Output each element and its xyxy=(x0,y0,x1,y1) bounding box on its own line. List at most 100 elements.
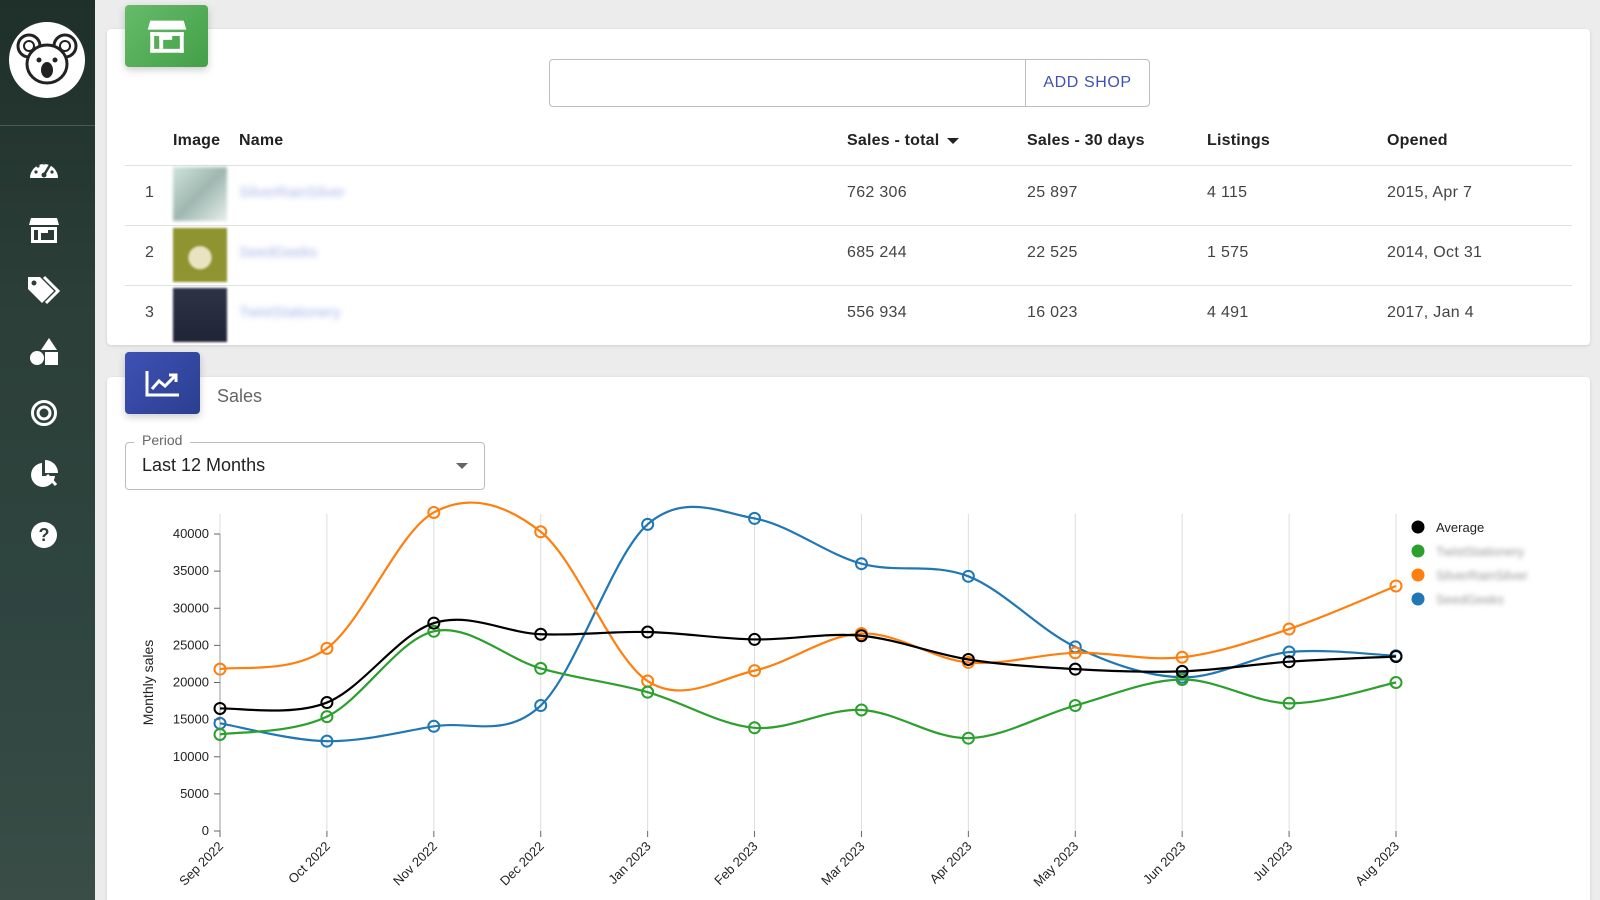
y-tick-label: 25000 xyxy=(173,637,209,652)
data-point-average xyxy=(1175,664,1189,678)
data-point-seedgeeks xyxy=(748,511,762,525)
row-rank: 3 xyxy=(145,304,155,321)
series-line-seedgeeks xyxy=(219,505,1397,743)
column-header-opened[interactable]: Opened xyxy=(1387,132,1448,149)
data-point-twiststationery xyxy=(854,703,868,717)
data-point-average xyxy=(641,625,655,639)
series-line-twiststationery xyxy=(219,629,1397,740)
x-tick-label: Jan 2023 xyxy=(605,839,653,887)
y-tick-label: 30000 xyxy=(173,600,209,615)
sales-card xyxy=(107,377,1590,900)
column-header-sales-30-days[interactable]: Sales - 30 days xyxy=(1027,132,1145,149)
shop-search-input[interactable] xyxy=(549,59,1025,107)
koala-logo-icon[interactable] xyxy=(9,22,85,98)
data-point-average xyxy=(427,616,441,630)
target-icon xyxy=(31,400,57,426)
y-tick-label: 35000 xyxy=(173,563,209,578)
column-header-name[interactable]: Name xyxy=(239,132,284,149)
x-tick-label: May 2023 xyxy=(1030,839,1081,890)
data-point-twiststationery xyxy=(1282,696,1296,710)
sales-card-title: Sales xyxy=(217,386,263,406)
legend-label: Average xyxy=(1436,520,1484,535)
legend-swatch xyxy=(1411,568,1425,582)
sidebar-item-reports[interactable] xyxy=(24,454,64,494)
sidebar-item-dashboard[interactable] xyxy=(24,149,64,189)
x-tick-label: Nov 2022 xyxy=(390,839,440,889)
data-point-average xyxy=(320,696,334,710)
column-header-listings[interactable]: Listings xyxy=(1207,132,1270,149)
sidebar-item-tracking[interactable] xyxy=(24,393,64,433)
data-point-twiststationery xyxy=(213,727,227,741)
data-point-silverrainsilver xyxy=(427,505,441,519)
y-tick-label: 5000 xyxy=(180,786,209,801)
data-point-seedgeeks xyxy=(534,699,548,713)
sidebar-item-categories[interactable] xyxy=(24,332,64,372)
data-point-silverrainsilver xyxy=(1282,622,1296,636)
legend-swatch xyxy=(1411,592,1425,606)
sales-30-cell: 16 023 xyxy=(1027,304,1078,321)
sidebar-item-shops[interactable] xyxy=(24,210,64,250)
period-select[interactable] xyxy=(125,442,485,490)
data-point-silverrainsilver xyxy=(534,525,548,539)
shop-name-link[interactable]: SilverRainSilver xyxy=(239,184,345,201)
x-tick-label: Feb 2023 xyxy=(711,839,760,888)
data-point-seedgeeks xyxy=(320,734,334,748)
data-point-seedgeeks xyxy=(427,719,441,733)
shapes-icon xyxy=(30,338,58,365)
data-point-average xyxy=(534,627,548,641)
shop-name-link[interactable]: SeedGeeks xyxy=(239,244,318,261)
listings-cell: 4 115 xyxy=(1207,184,1248,201)
y-tick-label: 40000 xyxy=(173,526,209,541)
sales-total-cell: 762 306 xyxy=(847,184,907,201)
data-point-seedgeeks xyxy=(961,569,975,583)
series-line-silverrainsilver xyxy=(219,501,1397,692)
data-point-silverrainsilver xyxy=(1389,579,1403,593)
shop-name-link[interactable]: TwistStationery xyxy=(239,304,341,321)
data-point-twiststationery xyxy=(748,721,762,735)
column-header-sales-total-label: Sales - total xyxy=(847,132,940,149)
data-point-seedgeeks xyxy=(1282,645,1296,659)
data-point-twiststationery xyxy=(1068,699,1082,713)
legend-swatch xyxy=(1411,544,1425,558)
shop-thumbnail xyxy=(173,288,227,342)
store-icon xyxy=(125,5,208,67)
listings-cell: 1 575 xyxy=(1207,244,1249,261)
tags-icon xyxy=(28,275,61,305)
sidebar-item-help[interactable]: ? xyxy=(24,515,64,555)
shop-thumbnail xyxy=(173,167,227,221)
data-point-average xyxy=(854,629,868,643)
sales-30-cell: 25 897 xyxy=(1027,184,1078,201)
legend-label: SilverRainSilver xyxy=(1436,568,1528,583)
data-point-silverrainsilver xyxy=(748,664,762,678)
sales-total-cell: 685 244 xyxy=(847,244,907,261)
table-divider xyxy=(125,225,1572,226)
period-select-value: Last 12 Months xyxy=(142,455,266,475)
opened-cell: 2017, Jan 4 xyxy=(1387,304,1474,321)
data-point-silverrainsilver xyxy=(213,662,227,676)
x-tick-label: Jun 2023 xyxy=(1140,839,1188,887)
add-shop-button[interactable]: ADD SHOP xyxy=(1025,59,1150,107)
column-header-sales-total[interactable]: Sales - total xyxy=(847,132,960,150)
data-point-twiststationery xyxy=(427,624,441,638)
sidebar-item-listings[interactable] xyxy=(24,270,64,310)
series-line-average xyxy=(219,618,1397,712)
sidebar-divider xyxy=(0,125,95,126)
sidebar: ? xyxy=(0,0,95,900)
opened-cell: 2015, Apr 7 xyxy=(1387,184,1473,201)
table-divider xyxy=(125,285,1572,286)
data-point-twiststationery xyxy=(534,661,548,675)
data-point-seedgeeks xyxy=(854,557,868,571)
x-tick-label: Sep 2022 xyxy=(176,839,226,889)
sort-desc-icon xyxy=(947,137,960,144)
store-icon xyxy=(29,218,59,243)
data-point-silverrainsilver xyxy=(1068,646,1082,660)
data-point-silverrainsilver xyxy=(1175,650,1189,664)
row-rank: 1 xyxy=(145,184,155,201)
data-point-seedgeeks xyxy=(641,517,655,531)
data-point-average xyxy=(961,652,975,666)
listings-cell: 4 491 xyxy=(1207,304,1249,321)
column-header-image: Image xyxy=(173,132,221,149)
data-point-average xyxy=(1068,662,1082,676)
help-icon: ? xyxy=(31,522,57,548)
